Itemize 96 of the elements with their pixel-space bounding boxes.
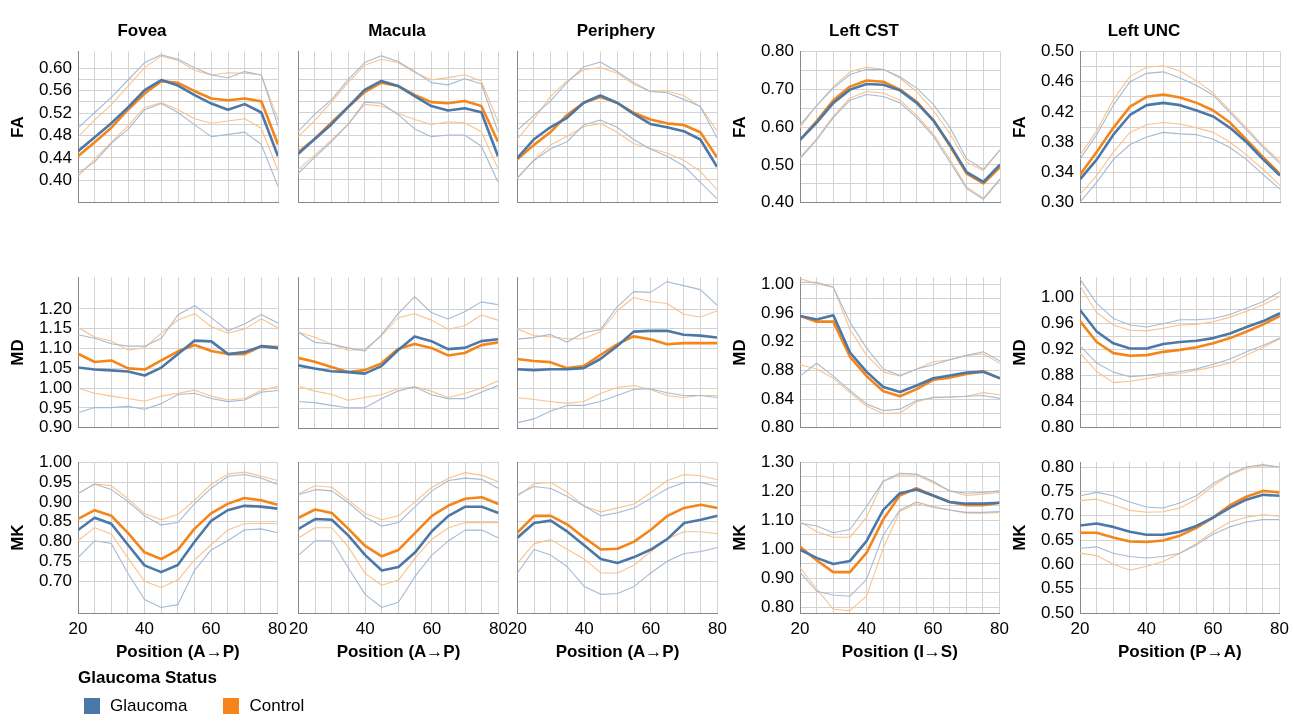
y-tick-label: 0.80: [760, 41, 794, 61]
x-tick-label: 40: [574, 618, 594, 638]
y-axis-title: FA: [729, 116, 749, 138]
y-tick-label: 0.50: [1040, 41, 1074, 61]
y-tick-label: 0.80: [1040, 417, 1074, 437]
y-tick-label: 0.38: [1040, 131, 1074, 151]
x-tick-label: 80: [268, 618, 288, 638]
x-tick-label: 80: [990, 618, 1010, 638]
y-tick-label: 0.46: [1040, 71, 1074, 91]
y-tick-label: 0.80: [760, 596, 794, 616]
y-tick-label: 0.55: [1040, 578, 1074, 598]
x-tick-label: 20: [507, 618, 527, 638]
y-tick-label: 0.34: [1040, 162, 1074, 182]
y-tick-label: 0.80: [1040, 456, 1074, 476]
legend-label: Control: [249, 696, 305, 716]
y-tick-label: 1.00: [1040, 286, 1074, 306]
chart-title: Macula: [368, 20, 427, 40]
y-axis-title: MD: [1009, 339, 1029, 366]
y-tick-label: 0.95: [38, 471, 72, 491]
x-tick-label: 20: [68, 618, 88, 638]
y-tick-label: 0.90: [38, 417, 72, 437]
y-tick-label: 0.52: [38, 102, 72, 122]
chart-title: Periphery: [576, 20, 656, 40]
x-axis-title: Position (A→P): [336, 642, 461, 662]
y-axis-title: FA: [1009, 116, 1029, 138]
legend-title: Glaucoma Status: [78, 668, 218, 688]
x-axis-title: Position (A→P): [115, 642, 240, 662]
y-tick-label: 1.10: [38, 338, 72, 358]
x-tick-label: 40: [857, 618, 876, 638]
y-tick-label: 0.95: [38, 397, 72, 417]
y-tick-label: 1.00: [38, 451, 72, 471]
y-tick-label: 0.80: [760, 417, 794, 437]
y-tick-label: 0.70: [760, 78, 794, 98]
y-tick-label: 0.75: [1040, 481, 1074, 501]
y-tick-label: 0.96: [1040, 312, 1074, 332]
y-tick-label: 0.90: [38, 491, 72, 511]
y-tick-label: 0.96: [760, 302, 794, 322]
y-tick-label: 1.10: [760, 509, 794, 529]
y-tick-label: 0.44: [38, 147, 72, 167]
x-tick-label: 80: [1270, 618, 1290, 638]
y-tick-label: 0.75: [38, 551, 72, 571]
y-tick-label: 1.30: [760, 451, 794, 471]
y-tick-label: 0.60: [38, 57, 72, 77]
y-axis-title: MD: [729, 339, 749, 366]
x-tick-label: 40: [1137, 618, 1156, 638]
y-tick-label: 0.85: [38, 511, 72, 531]
y-tick-label: 0.88: [760, 360, 794, 380]
y-tick-label: 0.92: [1040, 338, 1074, 358]
y-tick-label: 0.30: [1040, 192, 1074, 212]
x-tick-label: 60: [641, 618, 661, 638]
y-tick-label: 1.00: [760, 538, 794, 558]
x-tick-label: 80: [489, 618, 509, 638]
y-axis-title: MK: [729, 523, 749, 551]
chart-title: Left UNC: [1107, 20, 1181, 40]
y-tick-label: 1.20: [38, 298, 72, 318]
y-tick-label: 0.65: [1040, 529, 1074, 549]
x-axis-title: Position (A→P): [555, 642, 680, 662]
legend-label: Glaucoma: [110, 696, 188, 716]
y-tick-label: 0.92: [760, 331, 794, 351]
chart-title: Left CST: [829, 20, 900, 40]
y-tick-label: 1.00: [38, 377, 72, 397]
x-axis-title: Position (P→A): [1117, 642, 1242, 662]
x-tick-label: 40: [355, 618, 375, 638]
x-tick-label: 80: [708, 618, 728, 638]
y-tick-label: 1.20: [760, 480, 794, 500]
y-axis-title: MK: [7, 523, 27, 551]
y-tick-label: 0.56: [38, 80, 72, 100]
y-tick-label: 0.40: [760, 192, 794, 212]
x-tick-label: 20: [288, 618, 308, 638]
y-tick-label: 0.70: [1040, 505, 1074, 525]
y-tick-label: 1.00: [760, 274, 794, 294]
x-tick-label: 60: [1203, 618, 1223, 638]
y-tick-label: 0.40: [38, 170, 72, 190]
y-tick-label: 0.42: [1040, 101, 1074, 121]
y-axis-title: MD: [7, 339, 27, 366]
y-tick-label: 1.05: [38, 358, 72, 378]
x-tick-label: 20: [790, 618, 810, 638]
x-tick-label: 60: [923, 618, 943, 638]
y-tick-label: 0.60: [760, 116, 794, 136]
x-tick-label: 40: [135, 618, 154, 638]
x-tick-label: 60: [422, 618, 442, 638]
y-tick-label: 0.48: [38, 125, 72, 145]
y-tick-label: 1.15: [38, 318, 72, 338]
y-axis-title: FA: [7, 116, 27, 138]
y-tick-label: 0.90: [760, 567, 794, 587]
x-tick-label: 60: [201, 618, 221, 638]
y-tick-label: 0.50: [760, 154, 794, 174]
y-tick-label: 0.70: [38, 570, 72, 590]
y-axis-title: MK: [1009, 523, 1029, 551]
y-tick-label: 0.80: [38, 531, 72, 551]
y-tick-label: 0.60: [1040, 554, 1074, 574]
x-axis-title: Position (I→S): [841, 642, 958, 662]
y-tick-label: 0.84: [760, 388, 794, 408]
y-tick-label: 0.88: [1040, 365, 1074, 385]
y-tick-label: 0.84: [1040, 391, 1074, 411]
chart-title: Fovea: [117, 20, 168, 40]
